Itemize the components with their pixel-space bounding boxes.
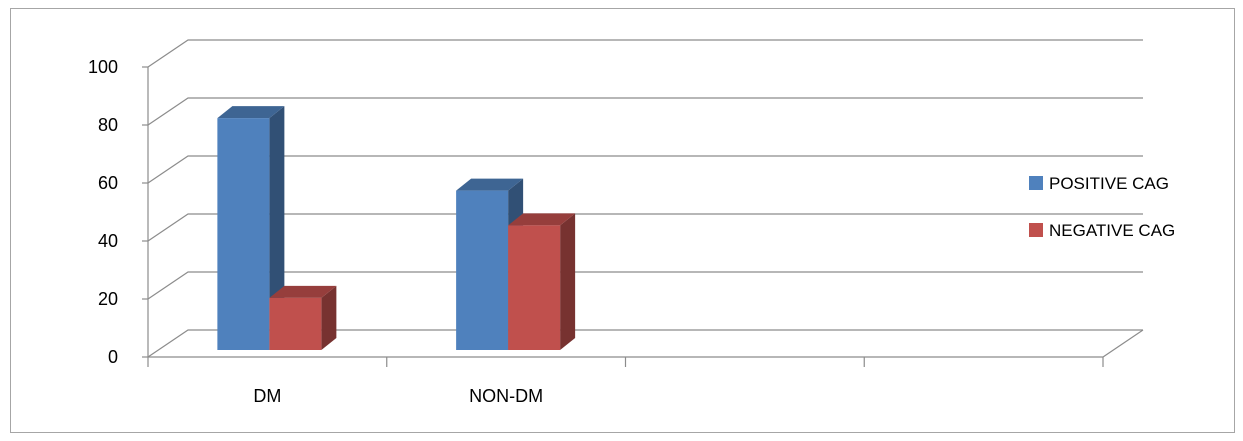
y-tick-label: 100 bbox=[88, 57, 118, 77]
y-tick-label: 60 bbox=[98, 173, 118, 193]
legend-label: NEGATIVE CAG bbox=[1049, 221, 1175, 240]
y-tick-label: 0 bbox=[108, 347, 118, 367]
bar-positive-cag-dm bbox=[217, 106, 285, 350]
gridline bbox=[147, 97, 1143, 126]
y-tick-label: 40 bbox=[98, 231, 118, 251]
y-tick-label: 80 bbox=[98, 115, 118, 135]
legend: POSITIVE CAG NEGATIVE CAG bbox=[1029, 174, 1175, 240]
bars bbox=[217, 106, 576, 350]
chart-frame bbox=[10, 8, 1235, 433]
x-tick-label: DM bbox=[253, 386, 281, 406]
gridline bbox=[147, 271, 1143, 300]
legend-label: POSITIVE CAG bbox=[1049, 174, 1169, 193]
gridline bbox=[147, 213, 1143, 242]
bar-negative-cag-dm bbox=[269, 285, 337, 350]
gridlines bbox=[147, 39, 1144, 358]
gridline bbox=[147, 155, 1143, 184]
gridline bbox=[147, 39, 1143, 68]
gridline bbox=[147, 329, 1143, 358]
legend-swatch bbox=[1029, 176, 1043, 190]
axes: 0 20 40 60 80 100 DM NON-DM bbox=[88, 57, 1104, 406]
legend-swatch bbox=[1029, 223, 1043, 237]
x-tick-label: NON-DM bbox=[469, 386, 543, 406]
y-tick-label: 20 bbox=[98, 289, 118, 309]
bar-negative-cag-non-dm bbox=[508, 213, 576, 350]
